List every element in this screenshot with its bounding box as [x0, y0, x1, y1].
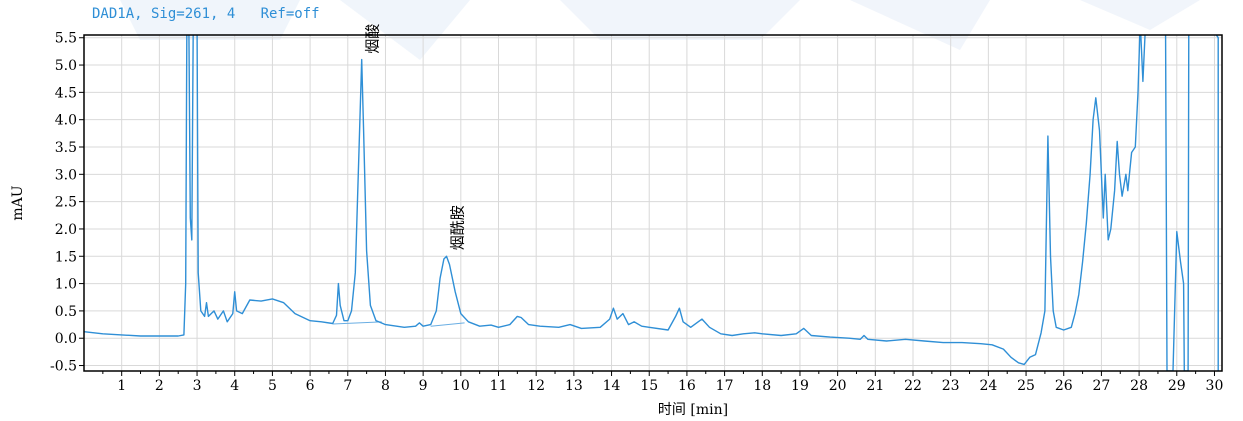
- x-tick-label: 16: [678, 378, 696, 394]
- x-tick-label: 26: [1055, 378, 1073, 394]
- y-tick-label: 2.0: [55, 222, 77, 238]
- y-tick-label: 3.5: [55, 140, 77, 156]
- x-tick-label: 27: [1093, 378, 1111, 394]
- x-tick-label: 24: [979, 378, 997, 394]
- x-tick-label: 11: [490, 378, 508, 394]
- x-tick-label: 12: [527, 378, 545, 394]
- x-axis-title: 时间 [min]: [658, 402, 728, 418]
- x-tick-label: 18: [753, 378, 771, 394]
- x-tick-label: 3: [193, 378, 202, 394]
- y-tick-label: -0.5: [50, 359, 77, 375]
- y-tick-label: 5.0: [55, 58, 77, 74]
- x-tick-label: 19: [791, 378, 809, 394]
- x-tick-label: 5: [268, 378, 277, 394]
- x-tick-label: 29: [1168, 378, 1186, 394]
- integration-baseline: [332, 321, 382, 325]
- x-tick-label: 6: [306, 378, 315, 394]
- x-tick-label: 23: [942, 378, 960, 394]
- signal-header: DAD1A, Sig=261, 4 Ref=off: [92, 6, 320, 22]
- plot-frame: [83, 34, 1223, 372]
- y-tick-label: 1.5: [55, 249, 77, 265]
- y-axis-title: mAU: [10, 185, 26, 220]
- x-tick-label: 17: [716, 378, 734, 394]
- x-tick-label: 15: [640, 378, 658, 394]
- signal-trace: [84, 35, 1219, 371]
- y-tick-label: 4.5: [55, 85, 77, 101]
- x-tick-label: 4: [230, 378, 239, 394]
- x-tick-label: 28: [1130, 378, 1148, 394]
- y-tick-label: 0.0: [55, 331, 77, 347]
- x-tick-label: 1: [117, 378, 126, 394]
- x-tick-label: 25: [1017, 378, 1035, 394]
- y-tick-label: 4.0: [55, 113, 77, 129]
- x-tick-label: 20: [829, 378, 847, 394]
- peak-label: 烟酸: [364, 24, 382, 54]
- y-tick-label: 3.0: [55, 167, 77, 183]
- x-tick-label: 8: [381, 378, 390, 394]
- x-tick-label: 10: [452, 378, 470, 394]
- peak-label: 烟酰胺: [449, 205, 467, 250]
- x-tick-label: 2: [155, 378, 164, 394]
- x-tick-label: 14: [603, 378, 621, 394]
- x-tick-label: 21: [866, 378, 884, 394]
- x-tick-label: 30: [1206, 378, 1224, 394]
- x-tick-label: 9: [419, 378, 428, 394]
- integration-baseline: [430, 322, 465, 327]
- x-tick-label: 7: [343, 378, 352, 394]
- y-tick-label: 0.5: [55, 304, 77, 320]
- x-tick-label: 13: [565, 378, 583, 394]
- x-tick-label: 22: [904, 378, 922, 394]
- y-tick-label: 1.0: [55, 277, 77, 293]
- y-tick-label: 2.5: [55, 195, 77, 211]
- y-tick-label: 5.5: [55, 31, 77, 47]
